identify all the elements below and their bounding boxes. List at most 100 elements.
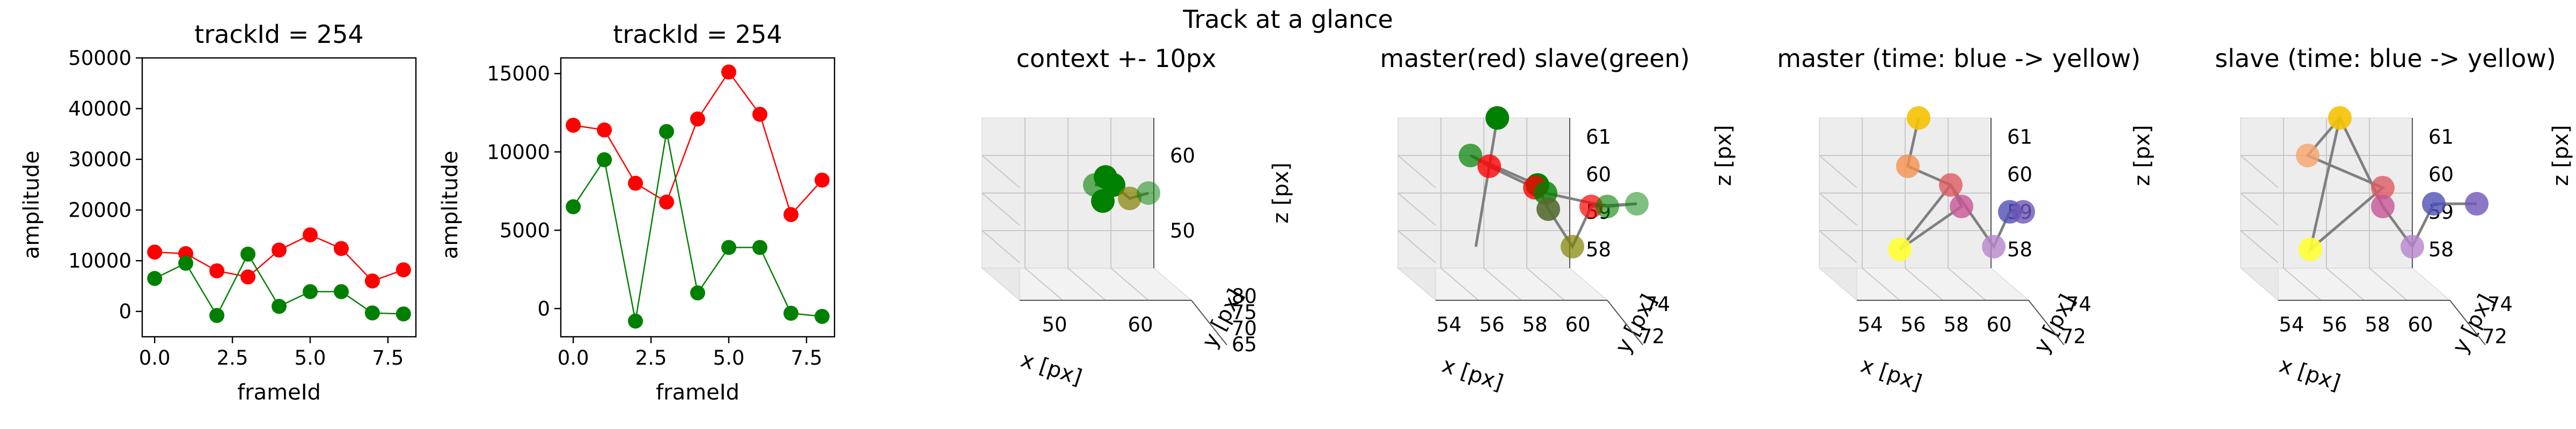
y-tick-label: 75 — [1232, 301, 1257, 324]
data-point — [659, 124, 675, 139]
track-point — [2296, 144, 2319, 167]
x-tick-label: 5.0 — [295, 346, 326, 369]
z-tick-label: 58 — [2428, 238, 2454, 261]
grid-line — [2240, 193, 2279, 226]
x-tick-label: 56 — [1479, 313, 1504, 336]
y-tick-label: 10000 — [68, 249, 131, 272]
grid-line — [2326, 268, 2365, 301]
y-tick-label: 40000 — [68, 98, 131, 121]
y-tick-label: 72 — [2061, 325, 2086, 348]
y-tick-label: 72 — [1640, 325, 1665, 348]
data-point — [272, 242, 287, 258]
x-tick-label: 60 — [1565, 313, 1590, 336]
slave-time-3d-chart: slave (time: blue -> yellow) x [px] y [p… — [2215, 44, 2573, 396]
z-tick-label: 60 — [1170, 144, 1195, 167]
slave-time-chart-title: slave (time: blue -> yellow) — [2215, 44, 2556, 73]
x-tick-label: 7.5 — [791, 346, 822, 369]
grid-line — [1110, 268, 1149, 301]
data-point — [566, 199, 581, 214]
track-point — [1477, 154, 1501, 178]
grid-line — [982, 230, 1020, 263]
x-tick-label: 5.0 — [713, 346, 745, 369]
y-tick-label: 50000 — [68, 47, 131, 70]
grid-line — [1440, 268, 1479, 301]
track-point — [1888, 238, 1912, 261]
track-point — [1907, 106, 1930, 130]
data-point — [240, 246, 256, 262]
data-point — [209, 263, 225, 279]
z-tick-label: 61 — [2428, 125, 2454, 149]
z-tick-label: 60 — [1586, 163, 1611, 186]
data-point — [396, 306, 411, 322]
y-tick-label: 80 — [1232, 285, 1257, 308]
y-axis-line — [2449, 300, 2486, 345]
track-point — [2371, 195, 2395, 218]
grid-line — [1397, 230, 1436, 263]
track-point — [1896, 154, 1920, 178]
plot-frame — [141, 57, 417, 338]
grid-line — [2240, 155, 2279, 188]
track-point — [1939, 173, 1963, 197]
y-tick-label: 10000 — [487, 140, 550, 164]
y-tick-label: 72 — [2482, 325, 2507, 348]
x-tick-label: 60 — [1128, 313, 1153, 336]
data-point — [178, 255, 194, 271]
x-tick-label: 56 — [1900, 313, 1926, 336]
data-point — [690, 285, 705, 301]
data-point — [364, 273, 380, 289]
x-tick-label: 58 — [1522, 313, 1547, 336]
track-point — [1950, 195, 1973, 218]
master-time-3d-chart: master (time: blue -> yellow) x [px] y [… — [1777, 44, 2155, 396]
track-point — [2371, 176, 2395, 199]
z-tick-label: 50 — [1170, 219, 1195, 242]
master-slave-chart-title: master(red) slave(green) — [1380, 44, 1689, 73]
chart-1-xlabel: frameId — [237, 380, 321, 405]
data-point — [333, 241, 349, 256]
z-tick-label: 60 — [2007, 163, 2032, 186]
grid-line — [1819, 230, 1857, 263]
x-tick-label: 54 — [2279, 313, 2304, 336]
chart-1-ylabel: amplitude — [19, 151, 44, 259]
figure-suptitle: Track at a glance — [1182, 5, 1393, 34]
track-point — [1625, 192, 1649, 216]
data-point — [783, 306, 799, 321]
track-point — [1982, 235, 2006, 258]
data-point — [628, 313, 643, 329]
master-slave-chart-xlabel: x [px] — [1439, 353, 1506, 396]
data-point — [597, 122, 612, 138]
y-tick-label: 65 — [1232, 333, 1257, 356]
data-point — [814, 172, 830, 188]
grid-line — [1067, 268, 1106, 301]
data-point — [721, 64, 736, 80]
x-tick-label: 60 — [1986, 313, 2011, 336]
track-point — [2299, 238, 2322, 261]
master-time-chart-title: master (time: blue -> yellow) — [1777, 44, 2140, 73]
data-point — [597, 152, 612, 167]
data-point — [209, 308, 225, 323]
data-point — [272, 299, 287, 314]
grid-line — [1024, 268, 1063, 301]
chart-2-xlabel: frameId — [656, 380, 740, 405]
grid-line — [2240, 230, 2279, 263]
master-time-chart-zlabel: z [px] — [2130, 125, 2155, 186]
track-point — [2465, 192, 2489, 216]
plot-frame — [560, 57, 836, 338]
y-axis-line — [1191, 300, 1227, 345]
amplitude-chart-2: trackId = 254 frameId amplitude 0.0 2.5 5.… — [438, 20, 836, 405]
y-axis-line — [2028, 300, 2065, 345]
data-point — [147, 245, 163, 260]
grid-line — [2283, 268, 2322, 301]
track-point — [1118, 187, 1141, 210]
slave-time-chart-zlabel: z [px] — [2549, 125, 2573, 186]
track-point — [1091, 189, 1115, 213]
x-tick-label: 58 — [2365, 313, 2390, 336]
data-point — [147, 271, 163, 286]
data-point — [690, 111, 705, 127]
x-tick-label: 60 — [2407, 313, 2433, 336]
y-tick-label: 5000 — [500, 219, 550, 242]
y-tick-label: 30000 — [68, 148, 131, 171]
y-tick-label: 74 — [2487, 293, 2513, 316]
x-tick-label: 58 — [1943, 313, 1968, 336]
x-tick-label: 54 — [1436, 313, 1461, 336]
grid-line — [1905, 268, 1943, 301]
